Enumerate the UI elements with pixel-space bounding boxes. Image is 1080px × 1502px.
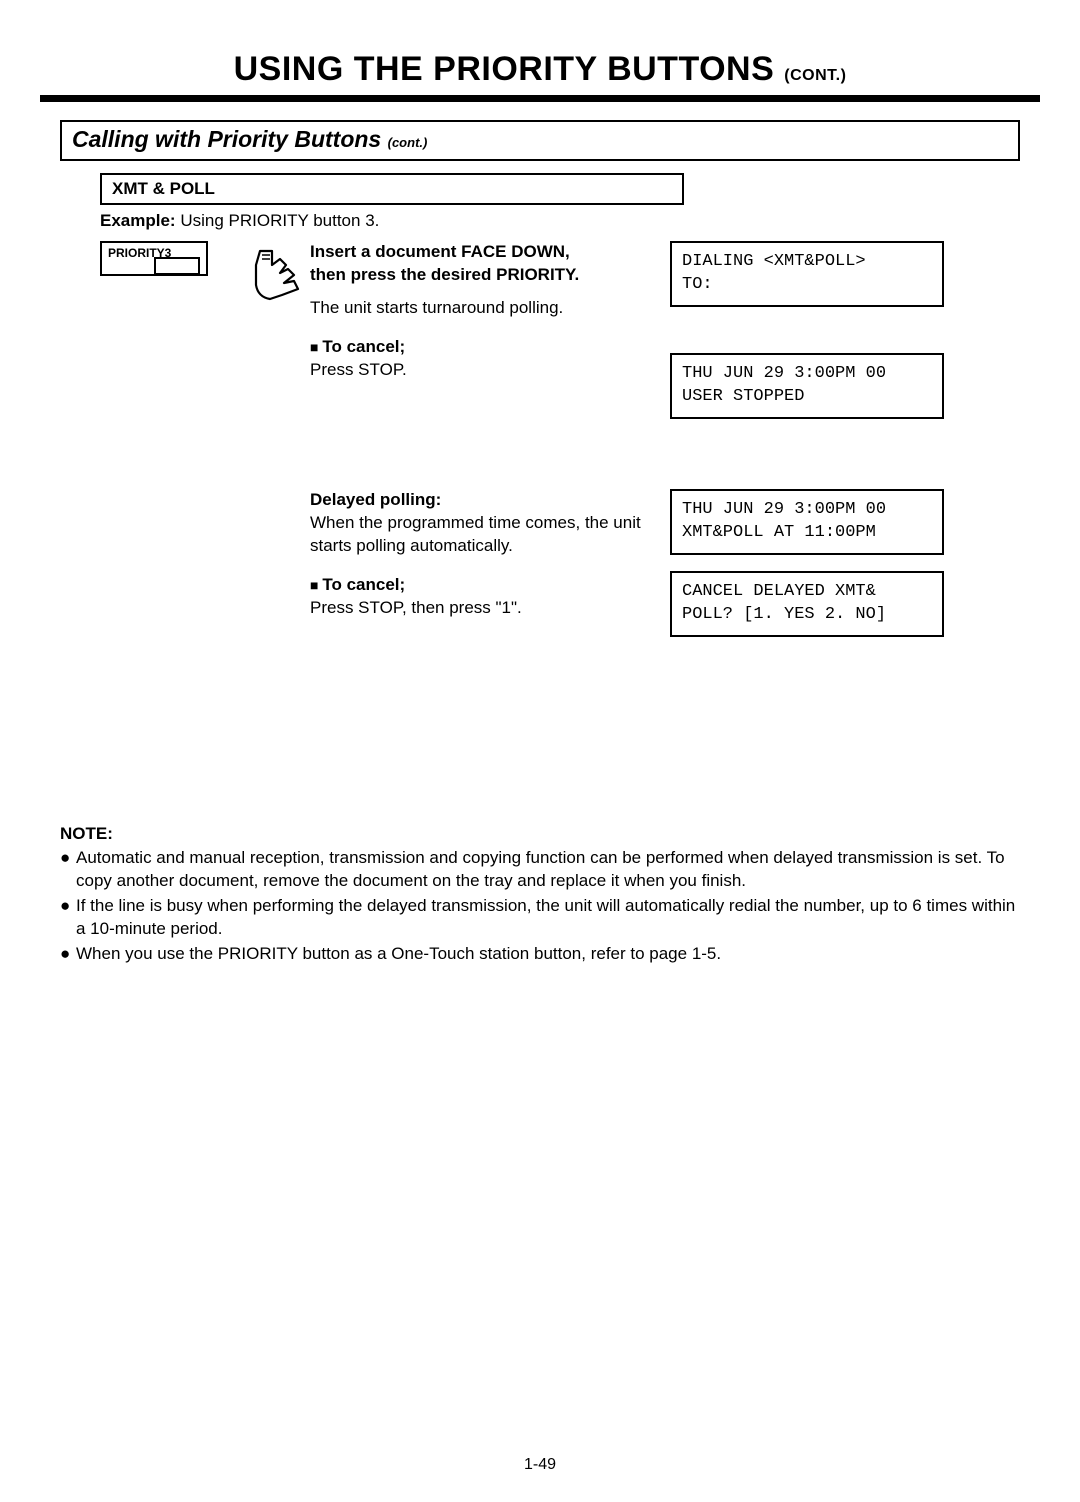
- instruction1-sub: The unit starts turnaround polling.: [310, 297, 650, 320]
- note-block: NOTE: ● Automatic and manual reception, …: [60, 823, 1020, 967]
- priority3-button[interactable]: PRIORITY3: [100, 241, 208, 276]
- example-label: Example:: [100, 211, 176, 230]
- bullet-icon: ●: [60, 847, 76, 893]
- page-number: 1-49: [0, 1456, 1080, 1474]
- title-main-text: USING THE PRIORITY BUTTONS: [234, 50, 775, 88]
- instruction1-line1: Insert a document FACE DOWN,: [310, 241, 650, 264]
- page-title: USING THE PRIORITY BUTTONS (CONT.): [60, 50, 1020, 89]
- keycap-icon: [154, 257, 200, 275]
- section-title-text: Calling with Priority Buttons: [72, 126, 381, 152]
- section-header-box: Calling with Priority Buttons (cont.): [60, 120, 1020, 161]
- note-label: NOTE:: [60, 823, 1020, 846]
- delayed-label: Delayed polling:: [310, 489, 650, 512]
- note-item-1: ● Automatic and manual reception, transm…: [60, 847, 1020, 893]
- cancel2-label: To cancel;: [310, 574, 650, 597]
- cancel1-text: Press STOP.: [310, 359, 650, 382]
- title-cont-text: (CONT.): [784, 67, 846, 84]
- example-text: Using PRIORITY button 3.: [176, 211, 380, 230]
- note-item-3: ● When you use the PRIORITY button as a …: [60, 943, 1020, 966]
- note3-text: When you use the PRIORITY button as a On…: [76, 943, 1020, 966]
- lcd-display-1: DIALING <XMT&POLL> TO:: [670, 241, 944, 307]
- sub-header-box: XMT & POLL: [100, 173, 684, 205]
- lcd-display-3: THU JUN 29 3:00PM 00 XMT&POLL AT 11:00PM: [670, 489, 944, 555]
- sub-header-text: XMT & POLL: [112, 179, 215, 198]
- note-item-2: ● If the line is busy when performing th…: [60, 895, 1020, 941]
- instruction1-line2: then press the desired PRIORITY.: [310, 264, 650, 287]
- cancel2-text: Press STOP, then press "1".: [310, 597, 650, 620]
- bullet-icon: ●: [60, 943, 76, 966]
- note1-text: Automatic and manual reception, transmis…: [76, 847, 1020, 893]
- title-rule: [40, 95, 1040, 102]
- delayed-text: When the programmed time comes, the unit…: [310, 512, 650, 558]
- cancel1-label: To cancel;: [310, 336, 650, 359]
- lcd-display-4: CANCEL DELAYED XMT& POLL? [1. YES 2. NO]: [670, 571, 944, 637]
- section-title: Calling with Priority Buttons (cont.): [72, 126, 427, 152]
- example-line: Example: Using PRIORITY button 3.: [100, 211, 1020, 231]
- lcd-display-2: THU JUN 29 3:00PM 00 USER STOPPED: [670, 353, 944, 419]
- note2-text: If the line is busy when performing the …: [76, 895, 1020, 941]
- bullet-icon: ●: [60, 895, 76, 941]
- pointing-hand-icon: [250, 245, 306, 305]
- section-cont-text: (cont.): [388, 135, 428, 150]
